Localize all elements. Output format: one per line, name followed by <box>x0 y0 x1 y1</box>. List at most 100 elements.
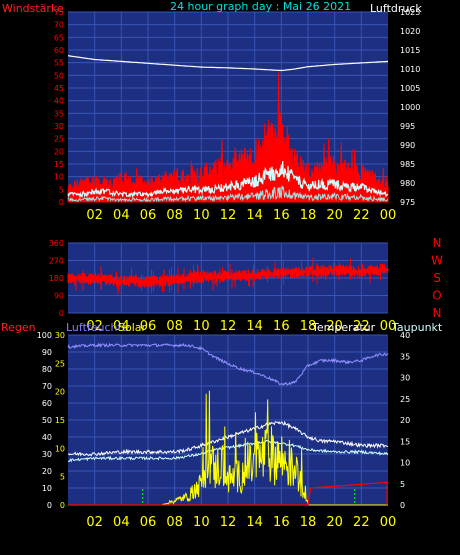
x-tick-label: 02 <box>86 515 103 530</box>
y-tick-left: 0 <box>59 198 64 207</box>
x-tick-label: 02 <box>86 319 103 334</box>
compass-label: S <box>433 271 441 285</box>
y-tick-right: 1005 <box>400 84 420 93</box>
y-tick-right: 25 <box>400 395 410 404</box>
y-tick-mid: 0 <box>60 501 65 510</box>
y-tick-left: 40 <box>54 97 64 106</box>
y-tick-mid: 20 <box>55 388 65 397</box>
y-tick-left: 5 <box>59 185 64 194</box>
chart-left-label: Windstärke <box>2 2 64 15</box>
y-tick-right: 995 <box>400 122 415 131</box>
y-tick-left: 75 <box>54 8 64 17</box>
x-tick-label: 00 <box>380 208 397 223</box>
x-tick-label: 14 <box>246 319 263 334</box>
x-tick-label: 06 <box>140 515 157 530</box>
y-tick-left: 65 <box>54 33 64 42</box>
y-tick-right: 40 <box>400 331 410 340</box>
temperature-series <box>67 420 389 457</box>
y-tick-right: 15 <box>400 437 410 446</box>
x-tick-label: 08 <box>166 319 183 334</box>
regen-label: Regen <box>1 321 36 334</box>
y-tick-left: 35 <box>54 109 64 118</box>
y-tick-left: 30 <box>54 122 64 131</box>
chart-title: 24 hour graph day : Mai 26 2021 <box>170 0 352 13</box>
y-tick-right: 30 <box>400 374 410 383</box>
humidity-series <box>67 342 389 386</box>
luftfeuchte-label: Luftfeuchte <box>66 321 129 334</box>
x-tick-label: 16 <box>273 208 290 223</box>
dewpoint-series <box>67 439 389 463</box>
temperatur-label: Temperatur <box>312 321 376 334</box>
compass-label: W <box>431 254 443 268</box>
y-tick-left: 40 <box>42 433 52 442</box>
x-tick-label: 12 <box>220 515 237 530</box>
y-tick-left: 25 <box>54 135 64 144</box>
y-tick-right: 1000 <box>400 103 420 112</box>
y-tick-mid: 15 <box>55 416 65 425</box>
y-tick-left: 0 <box>47 501 52 510</box>
y-tick-right: 990 <box>400 141 415 150</box>
x-tick-label: 22 <box>353 208 370 223</box>
compass-label: O <box>432 289 441 303</box>
solar-label: Solar <box>118 321 147 334</box>
x-tick-label: 16 <box>273 319 290 334</box>
y-tick-left: 0 <box>59 309 64 318</box>
taupunkt-label: Taupunkt <box>392 321 443 334</box>
y-tick-mid: 30 <box>55 331 65 340</box>
y-tick-right: 0 <box>400 501 405 510</box>
y-tick-right: 35 <box>400 352 410 361</box>
x-tick-label: 08 <box>166 515 183 530</box>
x-tick-label: 06 <box>140 208 157 223</box>
y-tick-right: 980 <box>400 179 415 188</box>
x-tick-label: 10 <box>193 208 210 223</box>
x-tick-label: 04 <box>113 515 130 530</box>
y-tick-left: 270 <box>49 257 64 266</box>
y-tick-left: 70 <box>54 21 64 30</box>
x-tick-label: 18 <box>300 515 317 530</box>
y-tick-right: 1020 <box>400 27 420 36</box>
x-tick-label: 06 <box>140 319 157 334</box>
y-tick-left: 90 <box>42 348 52 357</box>
y-tick-left: 100 <box>37 331 52 340</box>
x-tick-label: 20 <box>326 515 343 530</box>
y-tick-left: 60 <box>42 399 52 408</box>
y-tick-left: 30 <box>42 450 52 459</box>
y-tick-left: 20 <box>42 467 52 476</box>
compass-label: N <box>433 236 442 250</box>
y-tick-left: 15 <box>54 160 64 169</box>
y-tick-left: 80 <box>42 365 52 374</box>
y-tick-left: 60 <box>54 46 64 55</box>
x-tick-label: 00 <box>380 515 397 530</box>
x-tick-label: 14 <box>246 208 263 223</box>
y-tick-left: 360 <box>49 239 64 248</box>
y-tick-right: 1025 <box>400 8 420 17</box>
y-tick-left: 90 <box>54 292 64 301</box>
x-tick-label: 12 <box>220 319 237 334</box>
y-tick-left: 45 <box>54 84 64 93</box>
y-tick-mid: 25 <box>55 359 65 368</box>
x-tick-label: 08 <box>166 208 183 223</box>
x-tick-label: 12 <box>220 208 237 223</box>
x-tick-label: 04 <box>113 208 130 223</box>
chart-right-label: Luftdruck <box>370 2 422 15</box>
x-tick-label: 16 <box>273 515 290 530</box>
y-tick-right: 985 <box>400 160 415 169</box>
y-tick-left: 10 <box>54 173 64 182</box>
y-tick-right: 10 <box>400 459 410 468</box>
y-tick-left: 10 <box>42 484 52 493</box>
y-tick-left: 180 <box>49 274 64 283</box>
x-tick-label: 10 <box>193 319 210 334</box>
y-tick-left: 50 <box>54 71 64 80</box>
y-tick-right: 975 <box>400 198 415 207</box>
y-tick-right: 1010 <box>400 65 420 74</box>
x-tick-label: 20 <box>326 208 343 223</box>
x-tick-label: 02 <box>86 208 103 223</box>
x-tick-label: 22 <box>353 319 370 334</box>
y-tick-left: 20 <box>54 147 64 156</box>
rain-series <box>68 481 389 506</box>
compass-label: N <box>433 306 442 320</box>
wind-min-series <box>67 185 389 203</box>
x-tick-label: 00 <box>380 319 397 334</box>
x-tick-label: 04 <box>113 319 130 334</box>
y-tick-left: 50 <box>42 416 52 425</box>
